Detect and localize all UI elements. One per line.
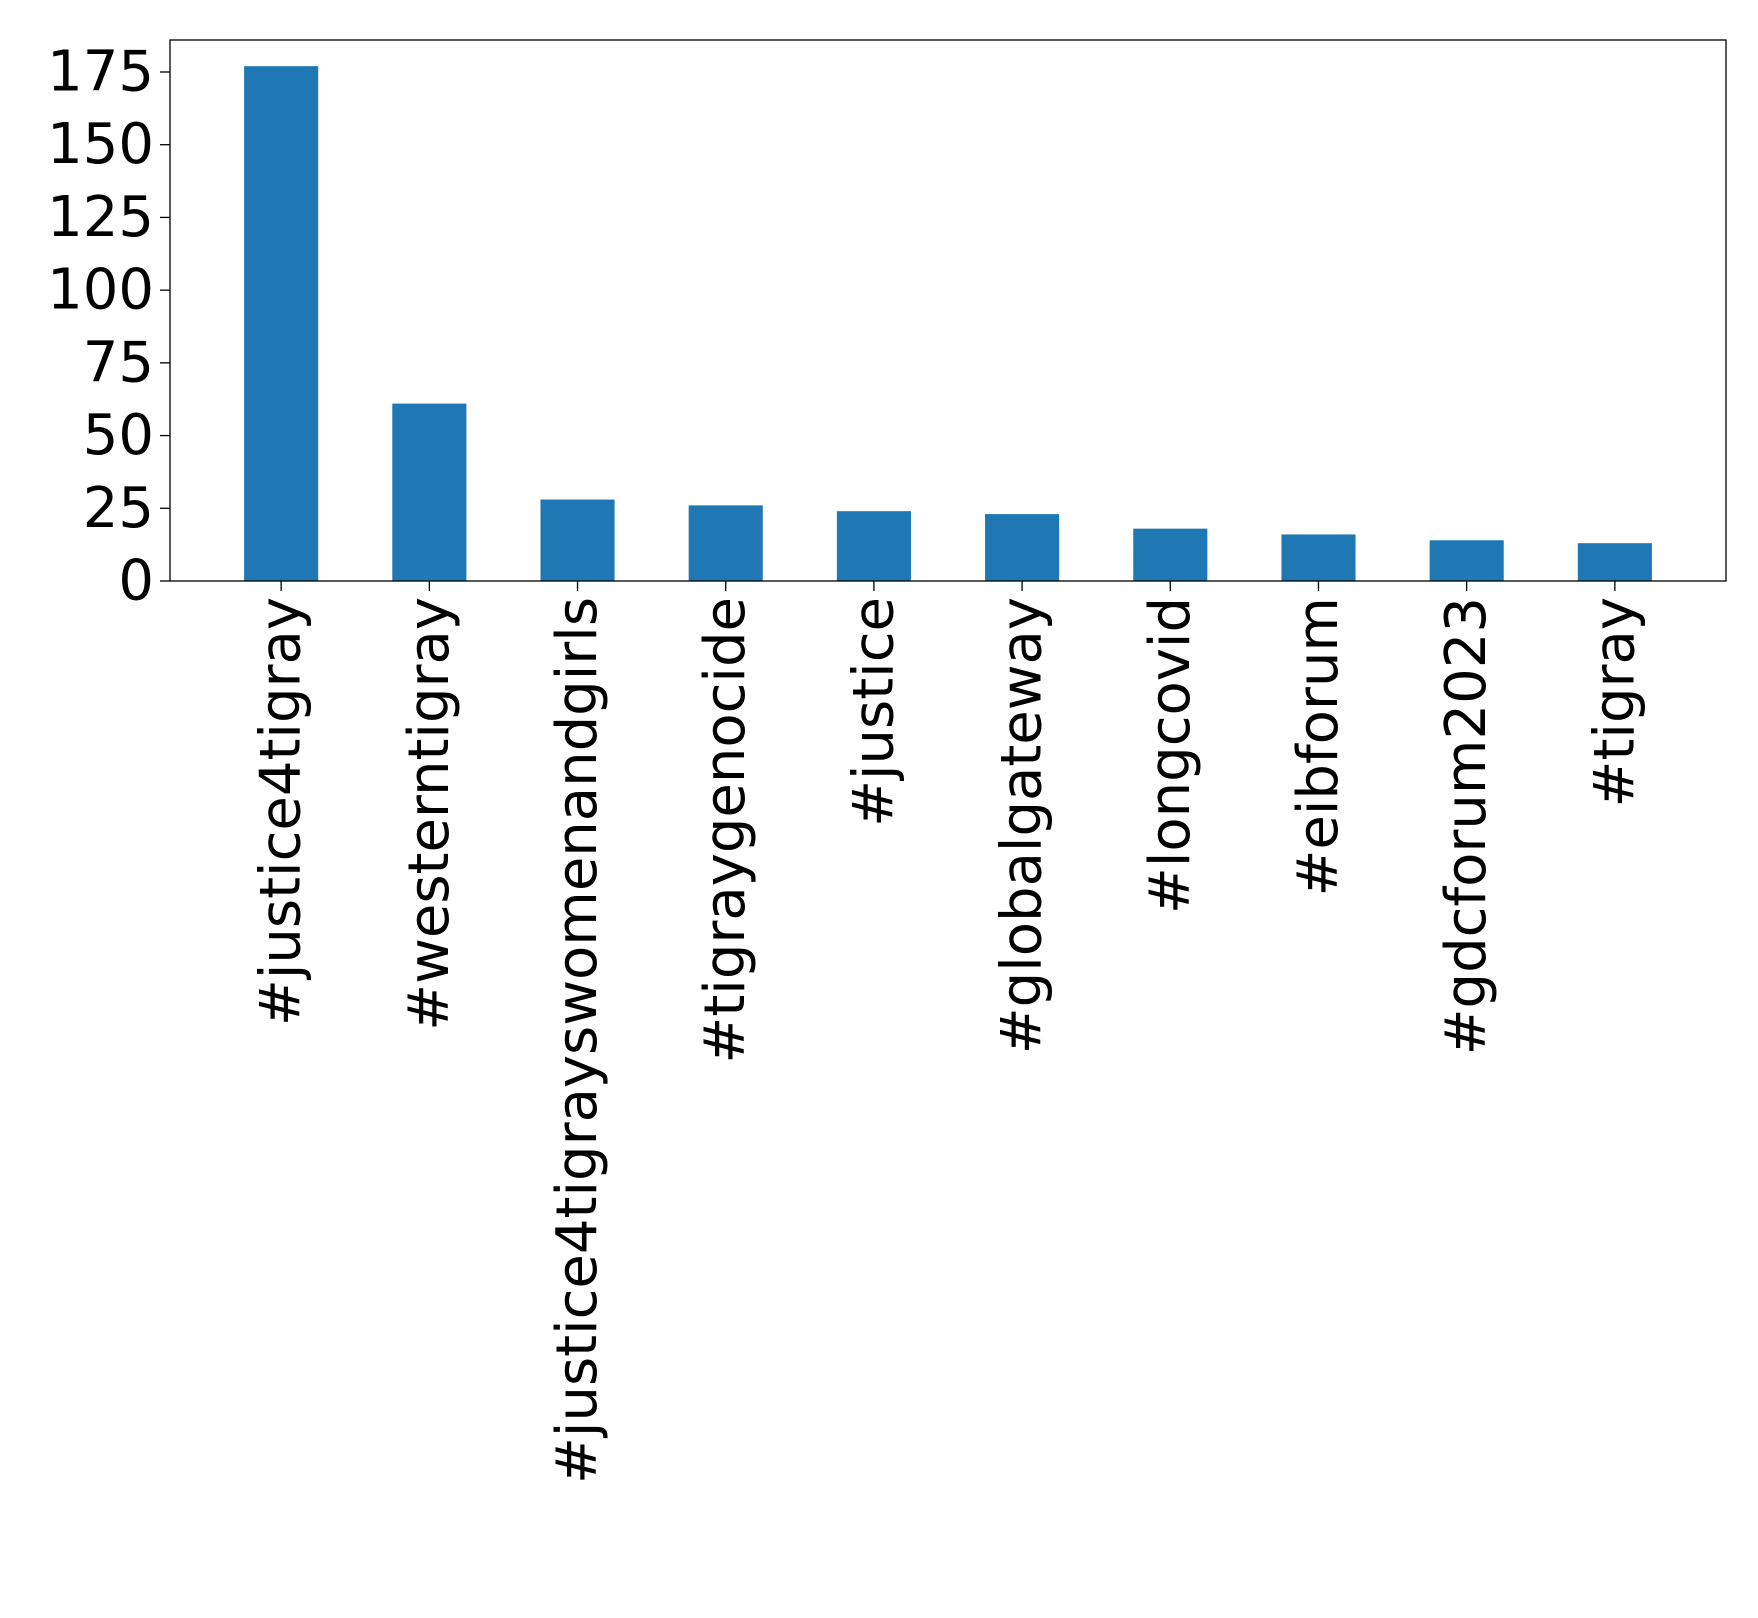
bar bbox=[1577, 543, 1652, 581]
bar bbox=[688, 505, 763, 581]
bar bbox=[540, 499, 615, 581]
x-tick-label: #eibforum bbox=[1286, 597, 1351, 897]
y-tick-label: 100 bbox=[47, 258, 154, 323]
y-tick-label: 25 bbox=[83, 476, 154, 541]
x-axis: #justice4tigray #westerntigray #justice4ti… bbox=[249, 581, 1647, 1484]
y-tick-label: 0 bbox=[118, 549, 154, 614]
plot-frame bbox=[169, 39, 1727, 582]
x-tick-label: #justice4tigray bbox=[249, 597, 314, 1026]
bar bbox=[244, 66, 319, 582]
bar bbox=[1429, 540, 1504, 581]
bars-group bbox=[244, 66, 1652, 582]
y-tick-label: 50 bbox=[83, 403, 154, 468]
x-tick-label: #gdcforum2023 bbox=[1434, 597, 1499, 1055]
bar bbox=[1133, 528, 1208, 581]
x-tick-label: #tigray bbox=[1582, 597, 1647, 807]
x-tick-label: #tigraygenocide bbox=[693, 597, 758, 1064]
x-tick-label: #justice bbox=[841, 597, 906, 827]
bar bbox=[985, 514, 1060, 581]
x-tick-label: #globalgateway bbox=[990, 597, 1055, 1054]
y-tick-label: 150 bbox=[47, 112, 154, 177]
y-tick-label: 125 bbox=[47, 185, 154, 250]
y-tick-label: 75 bbox=[83, 330, 154, 395]
bar bbox=[1281, 534, 1356, 581]
bar bbox=[392, 403, 467, 581]
y-axis: 0 25 50 75 100 125 150 175 bbox=[47, 39, 170, 614]
x-tick-label: #westerntigray bbox=[397, 597, 462, 1031]
x-tick-label: #longcovid bbox=[1138, 597, 1203, 914]
y-tick-label: 175 bbox=[47, 39, 154, 104]
bar bbox=[836, 511, 911, 581]
x-tick-label: #justice4tigrayswomenandgirls bbox=[545, 597, 610, 1484]
